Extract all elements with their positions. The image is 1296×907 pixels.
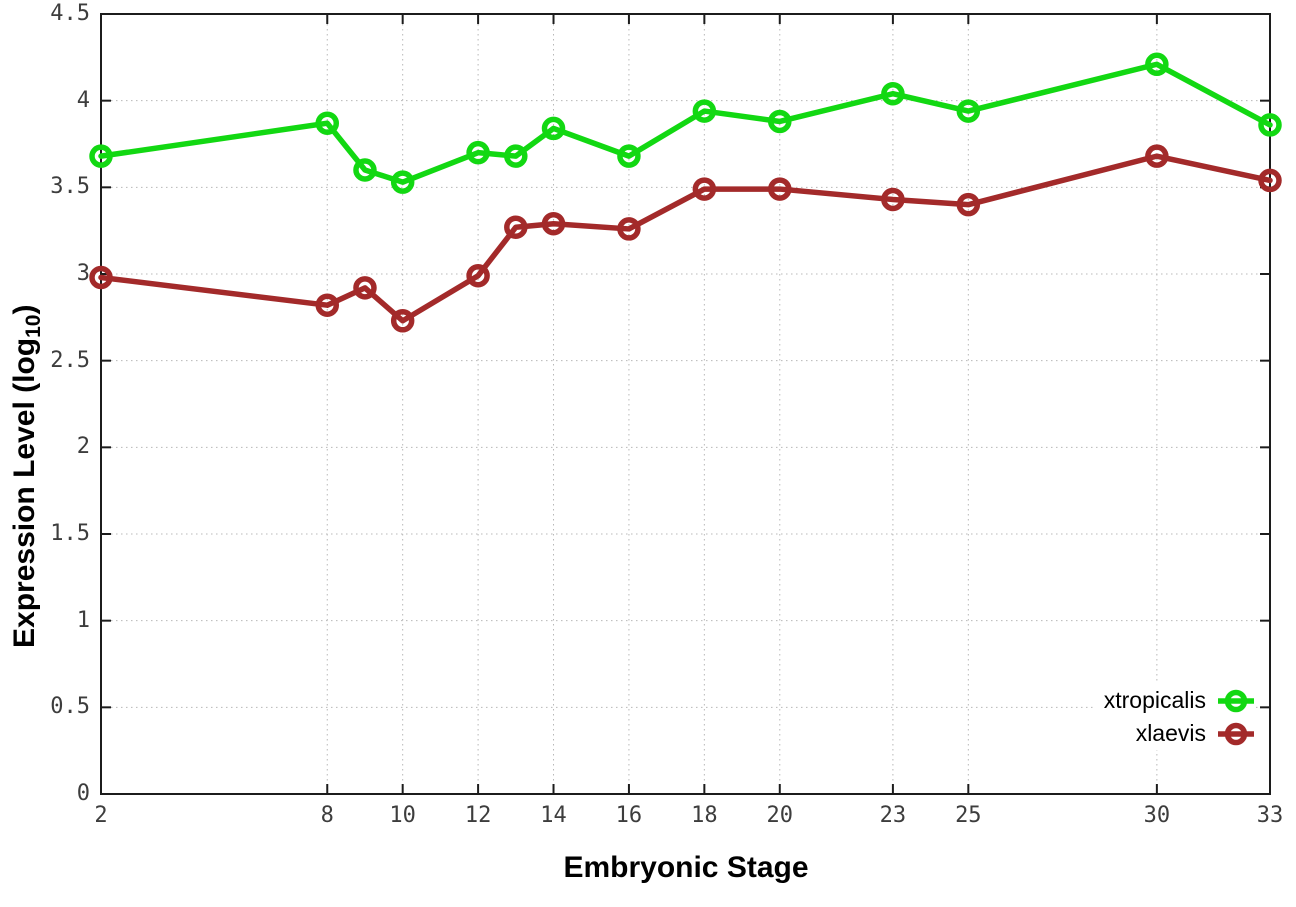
x-tick-label: 12 — [464, 803, 492, 828]
x-tick-label: 25 — [955, 803, 982, 828]
series-marker-xlaevis — [89, 265, 113, 290]
series-marker-xlaevis — [956, 192, 981, 217]
y-axis-title-text: Expression Level (log — [8, 337, 41, 648]
series-marker-xlaevis — [504, 215, 528, 239]
x-axis-title: Embryonic Stage — [563, 851, 809, 884]
series-marker-xlaevis — [768, 177, 792, 201]
series-marker-xlaevis — [353, 276, 377, 300]
series-line-xlaevis — [98, 153, 1273, 324]
series-marker-xlaevis — [315, 293, 340, 317]
series-line-xtropicalis — [98, 61, 1273, 185]
legend-sample-xtropicalis-icon — [1218, 689, 1254, 712]
legend-label-xtropicalis: xtropicalis — [1103, 687, 1206, 713]
x-tick-label: 30 — [1143, 803, 1171, 828]
legend-item-xtropicalis: xtropicalis — [1104, 686, 1254, 715]
series-marker-xlaevis — [1145, 144, 1169, 168]
series-marker-xtropicalis — [466, 140, 490, 165]
y-axis-title-subscript: 10 — [22, 314, 45, 338]
series-marker-xtropicalis — [541, 116, 566, 141]
x-tick-label: 16 — [615, 803, 643, 828]
series-marker-xtropicalis — [353, 158, 377, 182]
series-marker-xtropicalis — [617, 144, 641, 168]
y-tick-label: 0.5 — [50, 694, 90, 720]
y-tick-label: 4.5 — [50, 1, 90, 26]
x-tick-label: 14 — [540, 803, 567, 828]
plot-border — [100, 13, 1271, 795]
series-marker-xtropicalis — [89, 144, 113, 168]
series-marker-xlaevis — [466, 263, 490, 288]
series-marker-xlaevis — [617, 217, 641, 241]
series-marker-xtropicalis — [956, 99, 981, 123]
series-marker-xtropicalis — [390, 170, 415, 194]
x-tick-label: 18 — [691, 803, 718, 828]
x-tick-label: 2 — [94, 803, 108, 828]
series-marker-xtropicalis — [315, 111, 340, 135]
series-marker-xlaevis — [541, 211, 566, 236]
legend-item-xlaevis: xlaevis — [1136, 719, 1254, 748]
y-tick-label: 0 — [76, 781, 90, 806]
y-tick-label: 4 — [76, 87, 90, 113]
series-marker-xlaevis — [881, 187, 905, 212]
series-marker-xlaevis — [692, 177, 717, 201]
series-marker-xtropicalis — [692, 99, 717, 123]
legend-sample-xlaevis-icon — [1218, 722, 1254, 745]
legend-sample-marker — [1224, 722, 1248, 745]
series-marker-xtropicalis — [881, 81, 905, 106]
y-tick-label: 2.5 — [50, 347, 90, 373]
x-tick-label: 10 — [389, 803, 416, 828]
series-marker-xtropicalis — [504, 144, 528, 168]
x-tick-label: 20 — [766, 803, 794, 828]
x-tick-label: 23 — [879, 803, 907, 828]
series-marker-xlaevis — [390, 309, 415, 333]
legend-label-xlaevis: xlaevis — [1135, 720, 1206, 746]
x-tick-label: 33 — [1256, 803, 1284, 828]
y-tick-label: 3 — [76, 261, 90, 286]
y-axis-title-suffix: ) — [8, 304, 41, 315]
y-tick-label: 2 — [76, 434, 90, 460]
series-marker-xtropicalis — [1258, 113, 1282, 137]
legend-sample-marker — [1224, 689, 1248, 712]
series-marker-xtropicalis — [1145, 52, 1169, 77]
y-tick-label: 1 — [76, 607, 90, 633]
y-axis-title: Expression Level (log10) — [8, 304, 45, 648]
y-tick-label: 3.5 — [50, 174, 90, 200]
x-tick-label: 8 — [320, 803, 334, 828]
series-marker-xtropicalis — [768, 109, 792, 134]
legend: xtropicalis xlaevis — [1095, 684, 1254, 750]
y-tick-label: 1.5 — [50, 521, 90, 546]
series-marker-xlaevis — [1258, 168, 1282, 193]
